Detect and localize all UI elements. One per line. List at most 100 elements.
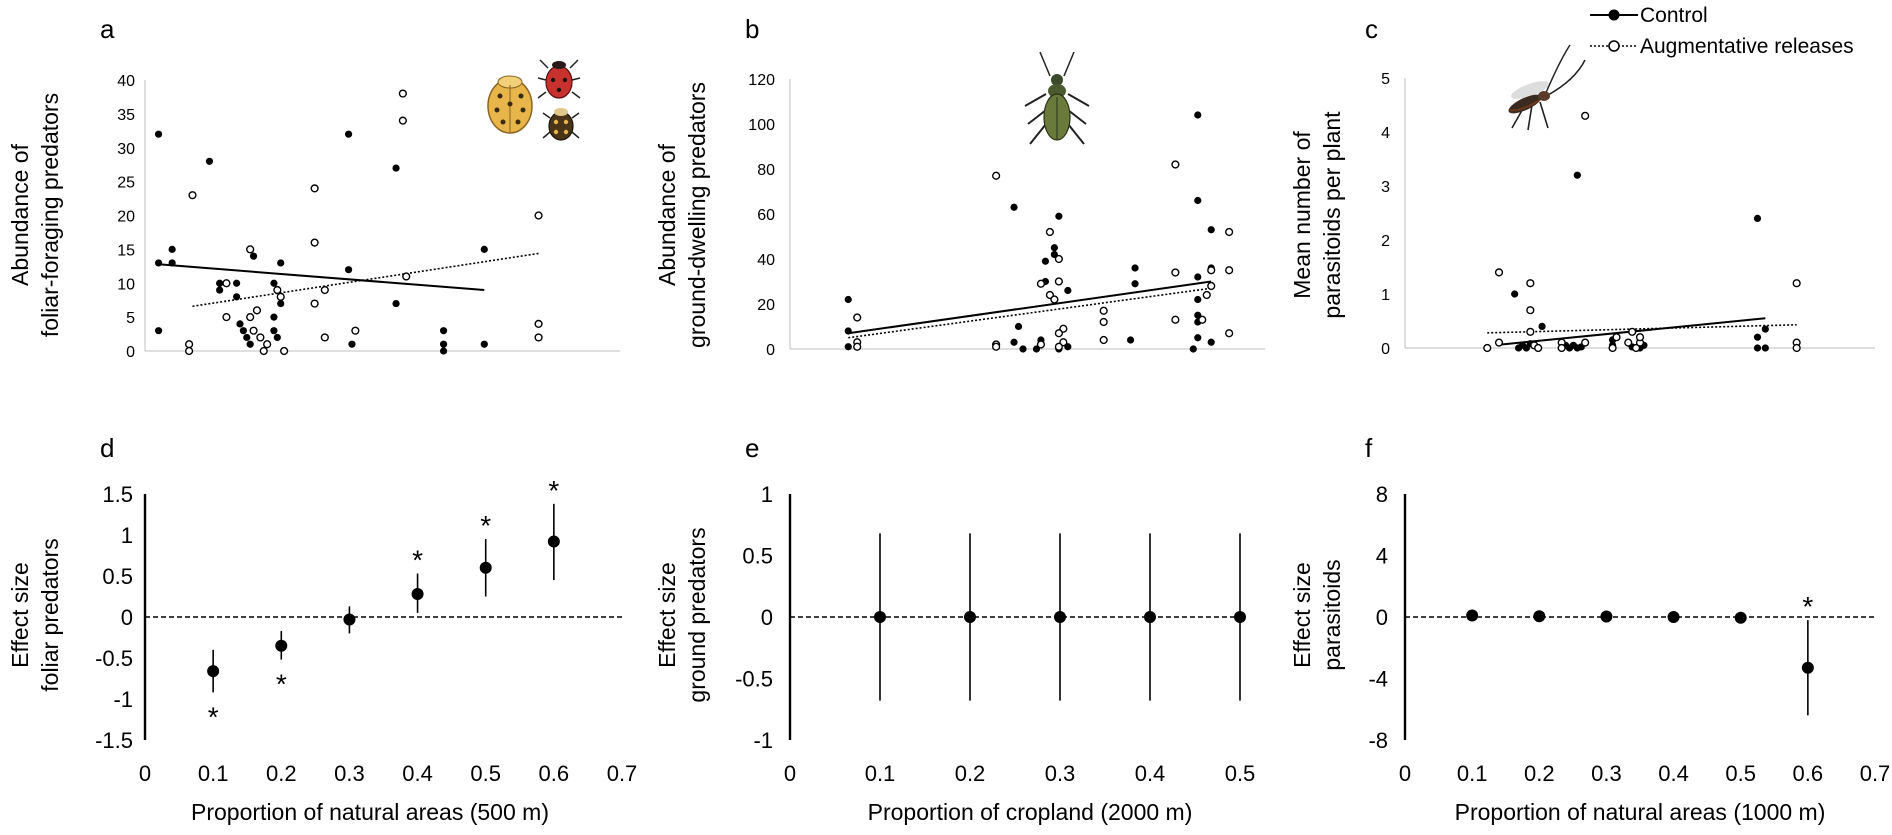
x-tick-label-e: 0.3 xyxy=(1045,761,1076,786)
parasitoid-wasp-icon xyxy=(1508,44,1586,131)
x-tick-label-f: 0.1 xyxy=(1457,761,1488,786)
y-tick-label-a: 10 xyxy=(117,276,135,293)
effect-size-point-d xyxy=(479,561,492,574)
control-point xyxy=(270,327,278,335)
y-tick-label-a: 5 xyxy=(126,310,135,327)
y-tick-label-c: 4 xyxy=(1381,125,1390,142)
augmentative-point xyxy=(1207,266,1216,275)
control-point xyxy=(1041,257,1050,265)
x-tick-label-e: 0.2 xyxy=(955,761,986,786)
y-tick-label-a: 0 xyxy=(126,344,135,361)
augmentative-point xyxy=(1526,279,1535,288)
panel-letter-f: f xyxy=(1365,433,1373,463)
augmentative-point xyxy=(1608,343,1617,353)
augmentative-point xyxy=(1581,338,1590,347)
augmentative-point xyxy=(1054,342,1063,351)
augmentative-point xyxy=(1099,317,1108,327)
augmentative-point xyxy=(402,272,411,281)
y-axis-label-c-2: parasitoids per plant xyxy=(1319,111,1345,319)
x-tick-label-f: 0 xyxy=(1399,761,1411,786)
augmentative-point xyxy=(310,238,319,247)
x-tick-label-d: 0.4 xyxy=(402,761,433,786)
panel-f: f Effect size parasitoids 8 4 0 -4 -8 0 0.1 0.2 0.3… xyxy=(1289,433,1890,825)
x-tick-label-d: 0.7 xyxy=(607,761,638,786)
control-point xyxy=(168,245,176,253)
augmentative-point xyxy=(351,326,360,335)
control-point xyxy=(1761,325,1769,333)
control-point xyxy=(270,313,278,321)
x-tick-label-d: 0.3 xyxy=(334,761,365,786)
augmentative-point xyxy=(222,313,231,322)
augmentative-point xyxy=(1225,266,1234,275)
control-point xyxy=(1753,344,1762,352)
augmentative-point xyxy=(320,285,329,295)
significance-star-f: * xyxy=(1802,591,1813,622)
control-point xyxy=(154,327,163,335)
control-point xyxy=(1511,290,1519,298)
control-point xyxy=(480,245,488,253)
augmentative-point xyxy=(1792,279,1801,288)
augmentative-point xyxy=(310,299,319,308)
y-tick-label-d: 1.5 xyxy=(102,482,133,507)
panel-letter-c: c xyxy=(1365,14,1378,44)
legend-augmentative-label: Augmentative releases xyxy=(1640,35,1854,58)
y-tick-label-c: 1 xyxy=(1381,287,1390,304)
x-tick-label-d: 0.2 xyxy=(266,761,297,786)
control-point xyxy=(439,327,448,335)
x-tick-label-f: 0.6 xyxy=(1793,761,1824,786)
control-point xyxy=(1131,280,1139,288)
control-point xyxy=(233,279,241,287)
control-point xyxy=(392,299,400,308)
augmentative-point xyxy=(249,326,258,335)
legend-augmentative-marker xyxy=(1608,40,1620,52)
y-axis-label-f-1: Effect size xyxy=(1289,562,1315,668)
y-axis-label-a-2: foliar-foraging predators xyxy=(37,93,63,337)
control-point xyxy=(154,259,163,267)
legend: Control Augmentative releases xyxy=(1590,4,1854,58)
y-tick-label-c: 2 xyxy=(1381,233,1390,250)
control-point xyxy=(249,252,258,260)
augmentative-point xyxy=(259,346,268,356)
effect-size-point-f xyxy=(1734,611,1747,624)
y-tick-label-d: 1 xyxy=(121,523,133,548)
augmentative-point xyxy=(1171,160,1180,169)
effect-size-point-f xyxy=(1600,610,1613,623)
x-tick-label-d: 0.5 xyxy=(470,761,501,786)
control-point xyxy=(1050,244,1058,252)
augmentative-point xyxy=(1054,254,1063,264)
control-point xyxy=(344,130,353,138)
augmentative-point xyxy=(853,313,862,322)
y-tick-label-c: 0 xyxy=(1381,341,1390,358)
control-point xyxy=(216,279,224,287)
y-tick-label-f: 4 xyxy=(1376,544,1388,569)
augmentative-point xyxy=(1628,327,1637,336)
augmentative-point xyxy=(1624,338,1633,347)
control-point xyxy=(1538,322,1546,330)
y-tick-label-b: 20 xyxy=(757,297,775,314)
x-tick-label-f: 0.2 xyxy=(1524,761,1555,786)
augmentative-point xyxy=(185,346,194,356)
augmentative-point xyxy=(1036,340,1046,349)
control-point xyxy=(1761,344,1769,352)
y-tick-label-b: 60 xyxy=(757,207,775,224)
augmentative-point xyxy=(853,342,862,351)
y-axis-label-b-1: Abundance of xyxy=(654,143,680,286)
control-point xyxy=(246,340,254,348)
control-point xyxy=(277,259,285,267)
augmentative-point xyxy=(1054,329,1063,338)
dark-ladybird-icon xyxy=(542,108,580,141)
augmentative-point xyxy=(222,279,231,288)
effect-size-point-e xyxy=(1234,611,1246,623)
trend-line-augmentative-c xyxy=(1487,323,1797,334)
augmentative-point xyxy=(1054,277,1063,286)
x-tick-label-d: 0.1 xyxy=(198,761,229,786)
augmentative-point xyxy=(1050,295,1059,304)
effect-size-point-d xyxy=(207,665,220,678)
significance-star-d: * xyxy=(276,669,287,700)
augmentative-point xyxy=(1198,315,1207,324)
control-point xyxy=(243,333,251,342)
augmentative-point xyxy=(1557,343,1566,353)
augmentative-point xyxy=(992,171,1001,180)
control-point xyxy=(1010,338,1018,346)
control-point xyxy=(348,340,356,348)
